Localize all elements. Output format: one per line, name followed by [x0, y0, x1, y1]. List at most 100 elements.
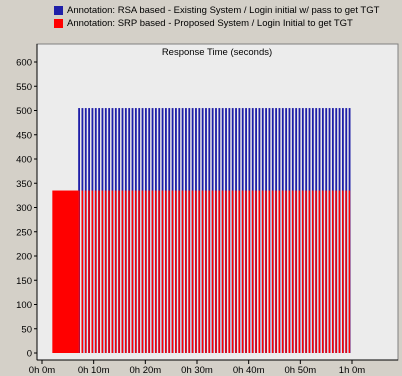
bar-srp: [218, 190, 220, 353]
bar-srp: [195, 190, 197, 353]
bar-srp: [158, 190, 160, 353]
bar-srp: [268, 190, 271, 353]
bars-group: [52, 108, 351, 353]
bar-srp: [131, 190, 134, 353]
bar-srp: [114, 190, 117, 353]
bar-srp: [211, 190, 214, 353]
bar-srp: [178, 190, 180, 353]
bar-srp: [305, 190, 307, 353]
legend-label-rsa: Annotation: RSA based - Existing System …: [67, 5, 380, 16]
bar-srp: [91, 190, 94, 353]
bar-srp: [201, 190, 204, 353]
bar-srp: [318, 190, 321, 353]
bar-srp: [128, 190, 130, 353]
y-tick-label: 0: [27, 349, 32, 360]
bar-srp: [255, 190, 257, 353]
bar-srp: [215, 190, 217, 353]
chart-title: Response Time (seconds): [162, 47, 272, 58]
bar-srp: [288, 190, 291, 353]
y-tick-label: 450: [16, 130, 32, 141]
bar-srp: [111, 190, 114, 353]
y-tick-label: 100: [16, 300, 32, 311]
bar-srp: [331, 190, 334, 353]
x-axis: 0h 0m 0h 10m 0h 20m 0h 30m 0h 40m 0h 50m 1h 0m: [29, 359, 398, 376]
bar-srp: [321, 190, 324, 353]
legend-label-srp: Annotation: SRP based - Proposed System …: [67, 18, 353, 29]
bar-srp: [285, 190, 287, 353]
bar-srp: [118, 190, 120, 353]
x-tick-label: 0h 20m: [129, 365, 161, 376]
y-tick-label: 150: [16, 276, 32, 287]
bar-srp: [188, 190, 190, 353]
bar-srp: [124, 190, 127, 353]
bar-srp: [241, 190, 244, 353]
y-tick-label: 500: [16, 106, 32, 117]
bar-srp: [185, 190, 187, 353]
bar-srp: [251, 190, 254, 353]
bar-srp-initial: [52, 190, 79, 353]
bar-srp: [311, 190, 314, 353]
bar-srp: [328, 190, 331, 353]
y-axis: 0 50 100 150 200 250 300 350 400 450 500 550 600: [16, 44, 38, 360]
bar-srp: [138, 190, 140, 353]
chart-legend: Annotation: RSA based - Existing System …: [54, 4, 400, 30]
bar-srp: [275, 190, 277, 353]
bar-srp: [225, 190, 227, 353]
bar-srp: [228, 190, 230, 353]
bar-srp: [151, 190, 154, 353]
bar-srp: [175, 190, 177, 353]
bar-srp: [258, 190, 260, 353]
bar-srp: [98, 190, 100, 353]
bar-srp: [238, 190, 240, 353]
bar-srp: [88, 190, 90, 353]
legend-item-srp: Annotation: SRP based - Proposed System …: [54, 17, 400, 30]
bar-srp: [348, 190, 351, 353]
bar-srp: [291, 190, 294, 353]
bar-srp: [148, 190, 150, 353]
bar-srp: [335, 190, 337, 353]
bar-srp: [315, 190, 317, 353]
bar-srp: [84, 190, 87, 353]
bar-srp: [81, 190, 84, 353]
bar-srp: [301, 190, 304, 353]
y-tick-label: 250: [16, 227, 32, 238]
bar-srp: [104, 190, 107, 353]
bar-srp: [345, 190, 347, 353]
x-tick-label: 0h 10m: [78, 365, 110, 376]
y-tick-label: 50: [21, 324, 32, 335]
bar-srp: [198, 190, 200, 353]
bar-srp: [231, 190, 234, 353]
y-tick-label: 350: [16, 179, 32, 190]
bar-srp: [298, 190, 301, 353]
bar-srp: [271, 190, 274, 353]
bar-srp: [221, 190, 224, 353]
y-tick-label: 300: [16, 203, 32, 214]
bar-srp: [164, 190, 167, 353]
bar-srp: [205, 190, 207, 353]
bar-srp: [171, 190, 174, 353]
bar-srp: [191, 190, 194, 353]
bar-srp: [295, 190, 297, 353]
bar-srp: [134, 190, 137, 353]
bar-srp: [265, 190, 267, 353]
bar-srp: [235, 190, 237, 353]
y-tick-label: 400: [16, 155, 32, 166]
x-tick-label: 0h 50m: [284, 365, 316, 376]
bar-srp: [338, 190, 341, 353]
bar-srp: [101, 190, 104, 353]
y-tick-label: 550: [16, 82, 32, 93]
x-tick-label: 1h 0m: [339, 365, 365, 376]
bar-srp: [154, 190, 157, 353]
x-tick-label: 0h 0m: [29, 365, 55, 376]
bar-srp: [208, 190, 210, 353]
bar-srp: [325, 190, 327, 353]
bar-srp: [94, 190, 97, 353]
bar-srp: [141, 190, 144, 353]
bar-srp: [281, 190, 284, 353]
x-tick-label: 0h 30m: [181, 365, 213, 376]
bar-srp: [341, 190, 344, 353]
legend-item-rsa: Annotation: RSA based - Existing System …: [54, 4, 400, 17]
y-tick-label: 200: [16, 252, 32, 263]
bar-srp: [181, 190, 184, 353]
